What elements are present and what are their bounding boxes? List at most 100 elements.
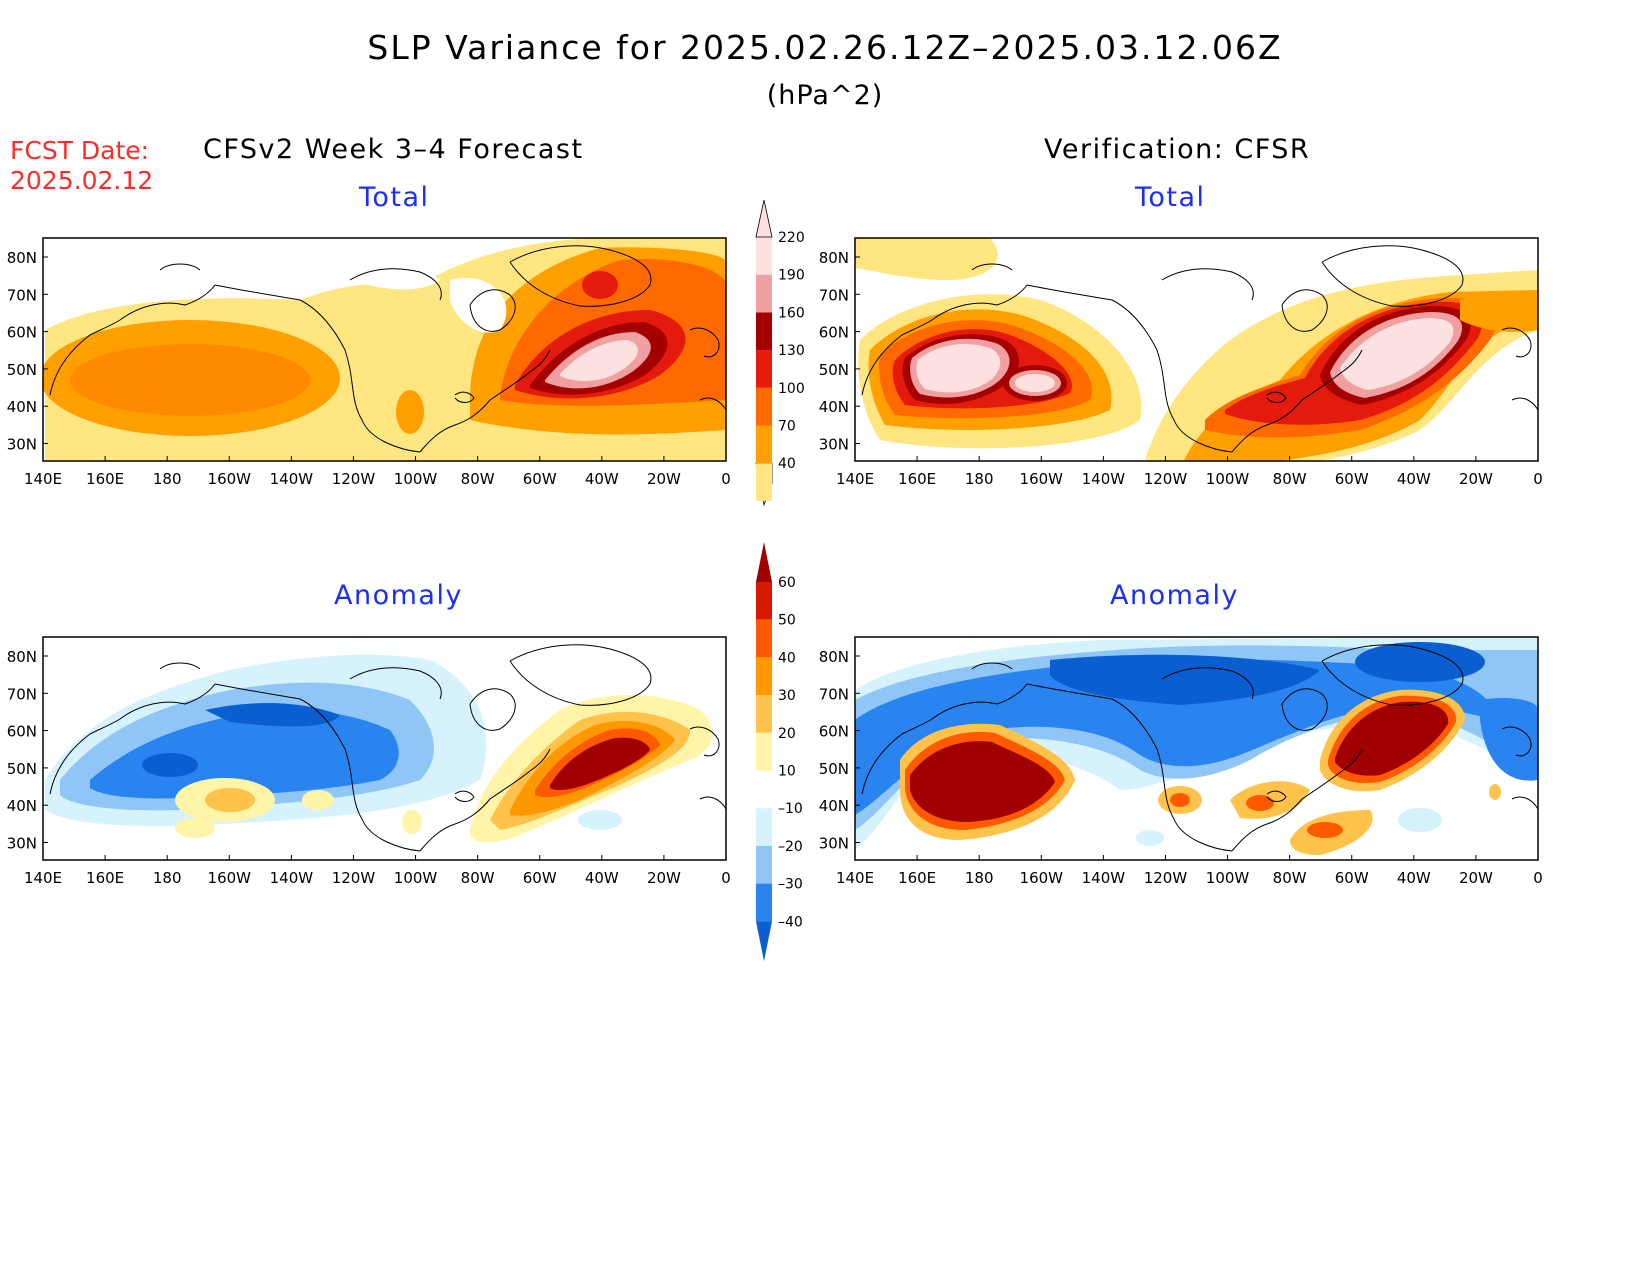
anomaly-colorbar-label: –30 (778, 877, 803, 893)
latitude-tick-label: 70N (819, 685, 849, 703)
coastline-segment (1511, 796, 1538, 810)
longitude-tick-label: 160E (898, 869, 936, 887)
longitude-tick-label: 180 (153, 470, 182, 488)
coastline-segment (689, 726, 720, 757)
longitude-tick-label: 140E (24, 869, 62, 887)
verification-total-coastlines (861, 245, 1538, 453)
anomaly-colorbar-bin (756, 582, 772, 620)
figure-units: (hPa^2) (766, 80, 884, 111)
longitude-tick-label: 160W (1020, 869, 1064, 887)
latitude-tick-label: 60N (819, 723, 849, 741)
coastline-segment (419, 748, 551, 852)
longitude-tick-label: 180 (965, 470, 994, 488)
longitude-tick-label: 60W (1335, 869, 1369, 887)
longitude-tick-label: 0 (1533, 869, 1543, 887)
longitude-tick-label: 80W (461, 869, 495, 887)
longitude-tick-label: 120W (1144, 470, 1188, 488)
coastline-segment (931, 683, 1028, 720)
coastline-segment (1321, 245, 1464, 307)
coastline-segment (159, 263, 201, 271)
longitude-tick-label: 160W (208, 869, 252, 887)
coastline-segment (119, 683, 216, 720)
coastline-segment (1501, 327, 1532, 358)
latitude-tick-label: 40N (7, 398, 37, 416)
longitude-tick-label: 120W (1144, 869, 1188, 887)
anomaly-colorbar-label: –10 (778, 801, 803, 817)
latitude-tick-label: 70N (7, 685, 37, 703)
verification-total-map (854, 237, 1539, 462)
fcst-date-label: FCST Date: (10, 136, 150, 165)
longitude-tick-label: 100W (1206, 470, 1250, 488)
coastline-segment (349, 268, 442, 301)
longitude-tick-label: 80W (1273, 869, 1307, 887)
longitude-tick-label: 40W (1397, 470, 1431, 488)
forecast-total-coastlines (49, 245, 726, 453)
anomaly-colorbar-bin (756, 808, 772, 846)
coastline-segment (454, 391, 475, 403)
latitude-tick-label: 60N (819, 324, 849, 342)
coastline-segment (469, 289, 516, 332)
coastline-segment (1281, 688, 1328, 731)
latitude-tick-label: 80N (7, 249, 37, 267)
coastline-segment (689, 327, 720, 358)
total-colorbar-bin (756, 312, 772, 351)
coastline-segment (1231, 748, 1363, 852)
verification-anomaly-subtitle: Anomaly (1110, 580, 1239, 611)
anomaly-colorbar-lower-extension (756, 921, 772, 962)
anomaly-colorbar-label: 30 (778, 688, 796, 704)
longitude-tick-label: 140E (24, 470, 62, 488)
anomaly-colorbar-bin (756, 845, 772, 884)
anomaly-colorbar-bin (756, 619, 772, 658)
total-colorbar-label: 70 (778, 419, 796, 435)
coastline-segment (861, 718, 933, 795)
anomaly-colorbar-bin (756, 695, 772, 733)
total-colorbar-bin (756, 237, 772, 275)
total-colorbar-bin (756, 425, 772, 464)
coastline-segment (699, 796, 726, 810)
coastline-segment (1501, 726, 1532, 757)
coastline-segment (1511, 397, 1538, 411)
coastline-segment (699, 397, 726, 411)
verification-anomaly-map (854, 636, 1539, 861)
coastline-segment (49, 319, 121, 396)
anomaly-colorbar-label: 10 (778, 764, 796, 780)
latitude-tick-label: 70N (7, 286, 37, 304)
total-colorbar-bin (756, 350, 772, 388)
longitude-tick-label: 20W (647, 869, 681, 887)
coastline-segment (454, 790, 475, 802)
longitude-tick-label: 60W (1335, 470, 1369, 488)
coastline-segment (214, 284, 421, 453)
verification-total-field (855, 238, 1538, 461)
anomaly-colorbar-upper-extension (756, 542, 772, 582)
forecast-total-subtitle: Total (359, 182, 430, 213)
latitude-tick-label: 40N (819, 398, 849, 416)
longitude-tick-label: 120W (332, 869, 376, 887)
longitude-tick-label: 100W (394, 470, 438, 488)
latitude-tick-label: 60N (7, 723, 37, 741)
longitude-tick-label: 100W (394, 869, 438, 887)
latitude-tick-label: 40N (819, 797, 849, 815)
coastline-segment (49, 718, 121, 795)
coastline-segment (971, 662, 1013, 670)
anomaly-colorbar-bin (756, 770, 772, 809)
longitude-tick-label: 40W (585, 869, 619, 887)
anomaly-colorbar-label: 20 (778, 726, 796, 742)
total-colorbar-label: 100 (778, 381, 805, 397)
coastline-segment (1026, 683, 1233, 852)
longitude-tick-label: 0 (721, 869, 731, 887)
axis-tick-labels: 80N 70N 60N 50N 40N 30N 140E 160E 180 160W 140W 120… (7, 249, 1543, 887)
latitude-tick-label: 80N (819, 648, 849, 666)
latitude-tick-label: 30N (7, 835, 37, 853)
figure-title: SLP Variance for 2025.02.26.12Z–2025.03.… (367, 28, 1283, 67)
coastline-segment (119, 284, 216, 321)
anomaly-colorbar-label: –20 (778, 839, 803, 855)
longitude-tick-label: 180 (153, 869, 182, 887)
forecast-total-map (42, 237, 727, 462)
fcst-date-block: FCST Date: 2025.02.12 (10, 136, 153, 196)
total-colorbar-label: 160 (778, 305, 805, 321)
longitude-tick-label: 140E (836, 869, 874, 887)
latitude-tick-label: 50N (819, 361, 849, 379)
longitude-tick-label: 80W (461, 470, 495, 488)
coastline-segment (931, 284, 1028, 321)
